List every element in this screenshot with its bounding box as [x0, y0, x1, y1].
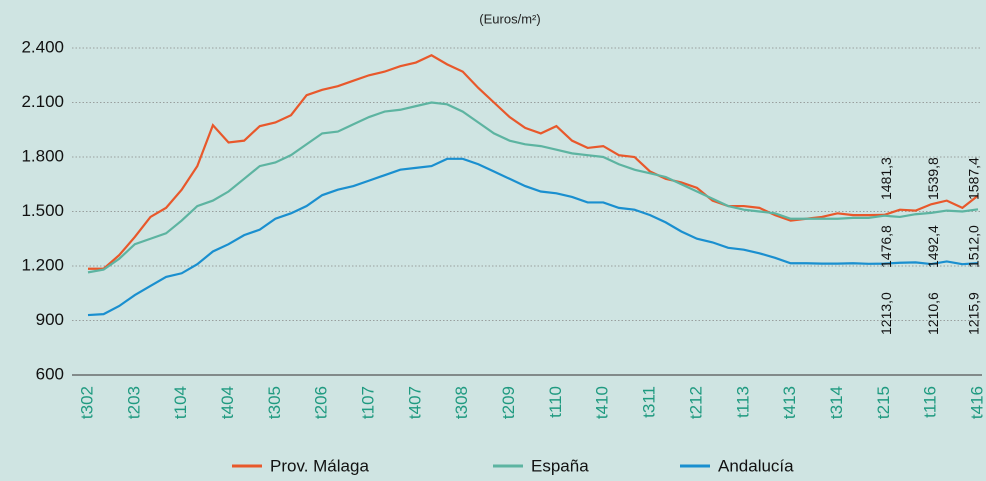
data-label: 1213,0: [878, 292, 894, 335]
data-label: 1539,8: [925, 157, 941, 200]
data-label: 1481,3: [878, 157, 894, 200]
x-tick-label: t311: [640, 386, 659, 418]
x-tick-label: t116: [921, 386, 940, 418]
legend-label: Andalucía: [718, 456, 794, 475]
y-tick-label: 1.200: [21, 255, 64, 274]
x-tick-label: t407: [405, 386, 424, 419]
x-tick-label: t107: [359, 386, 378, 419]
series-line: [87, 157, 979, 317]
y-tick-label: 900: [36, 310, 64, 329]
x-tick-label: t404: [218, 386, 237, 419]
data-label: 1210,6: [925, 292, 941, 335]
x-tick-label: t212: [686, 386, 705, 419]
y-tick-label: 2.400: [21, 37, 64, 56]
x-tick-label: t305: [265, 386, 284, 419]
series-line: [87, 101, 979, 274]
x-tick-label: t416: [967, 386, 986, 419]
y-tick-label: 2.100: [21, 92, 64, 111]
y-tick-label: 1.500: [21, 201, 64, 220]
series-line: [88, 54, 979, 270]
data-label: 1512,0: [966, 225, 982, 268]
x-tick-label: t413: [780, 386, 799, 419]
data-label: 1587,4: [966, 157, 982, 200]
x-tick-label: t113: [733, 386, 752, 418]
y-tick-label: 600: [36, 364, 64, 383]
x-tick-label: t302: [77, 386, 96, 419]
chart-subtitle: (Euros/m²): [479, 11, 540, 26]
x-tick-label: t203: [124, 386, 143, 419]
x-tick-label: t206: [312, 386, 331, 419]
data-label: 1215,9: [966, 292, 982, 335]
x-tick-label: t410: [593, 386, 612, 419]
x-tick-label: t104: [171, 386, 190, 419]
x-tick-label: t314: [827, 386, 846, 419]
x-tick-label: t308: [452, 386, 471, 419]
x-tick-label: t209: [499, 386, 518, 419]
data-label: 1476,8: [878, 225, 894, 268]
legend-label: España: [531, 456, 589, 475]
y-tick-label: 1.800: [21, 146, 64, 165]
x-tick-label: t110: [546, 386, 565, 418]
legend-label: Prov. Málaga: [270, 456, 369, 475]
x-tick-label: t215: [874, 386, 893, 419]
data-label: 1492,4: [925, 225, 941, 268]
